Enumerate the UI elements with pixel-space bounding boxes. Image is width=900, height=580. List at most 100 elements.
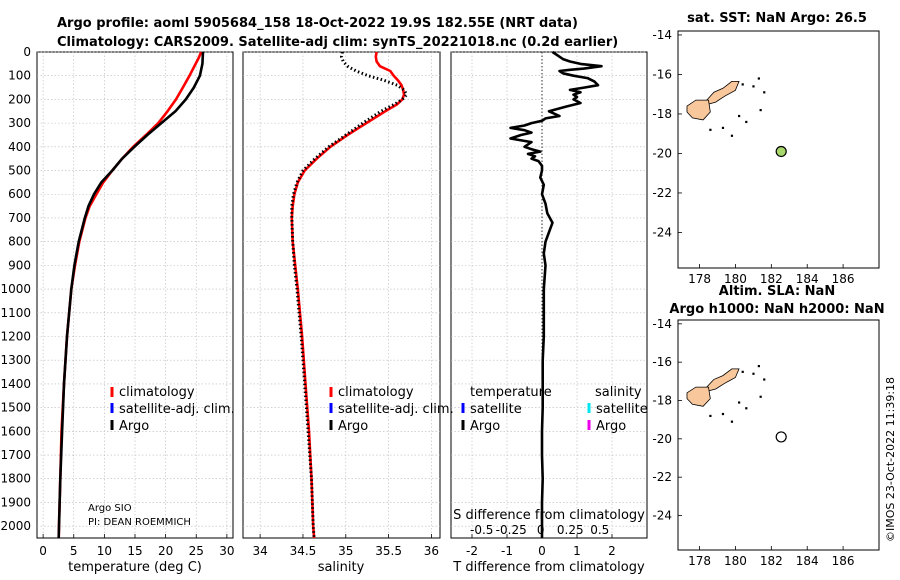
map2-frame: [677, 319, 880, 551]
legend-t-argo-label: Argo: [470, 419, 500, 434]
imos-credit: ©IMOS 23-Oct-2022 11:39:18: [884, 377, 897, 542]
profile-lines: [57, 50, 603, 539]
legend-s-argo-label: Argo: [596, 419, 626, 434]
islet: [741, 83, 744, 86]
temperature-xlabel: temperature (deg C): [68, 560, 202, 575]
depth-tick-label: 900: [8, 258, 31, 272]
pi-line2: PI: DEAN ROEMMICH: [88, 517, 191, 528]
map2-title: Altim. SLA: NaN: [719, 284, 835, 299]
x-tick-label: 15: [127, 544, 142, 558]
map-lon-label: 186: [832, 554, 855, 568]
depth-tick-label: 1400: [0, 377, 31, 391]
land-island2: [686, 99, 711, 121]
map1-content: 178 180 182 184 186 -14 -16 -18 -20 -22 -24: [652, 28, 854, 286]
pi-line1: Argo SIO: [88, 503, 132, 514]
islet: [709, 128, 712, 131]
depth-tick-label: 1100: [0, 306, 31, 320]
depth-tick-label: 1300: [0, 353, 31, 367]
x-tick-label: 1: [573, 544, 581, 558]
depth-tick-label: 1900: [0, 495, 31, 509]
map-lon-label: 178: [688, 272, 711, 286]
x-tick-label: 0: [39, 544, 47, 558]
land-island2: [686, 386, 711, 407]
x-tick-label: 35: [338, 544, 353, 558]
depth-tick-label: 1000: [0, 282, 31, 296]
map-lon-label: 184: [796, 272, 819, 286]
x-tick-label: 34.5: [290, 544, 317, 558]
map-lon-label: 184: [796, 554, 819, 568]
legend-satellite-label: satellite-adj. clim.: [338, 402, 454, 417]
legend-temperature-heading: temperature: [470, 385, 552, 400]
legend-salinity-heading: salinity: [595, 385, 642, 400]
argo-float-marker: [775, 431, 787, 443]
s-diff-tick-label: 0.25: [557, 523, 584, 537]
map-lat-label: -20: [652, 432, 672, 446]
islet: [721, 412, 725, 416]
depth-tick-label: 0: [23, 45, 31, 59]
map2-content: 178 180 182 184 186 -14 -16 -18 -20 -22 -24: [652, 317, 854, 568]
legend-t-satellite-label: satellite: [470, 402, 522, 417]
islet: [752, 85, 755, 88]
map-lat-label: -18: [652, 394, 672, 408]
x-tick-label: 30: [219, 544, 234, 558]
x-tick-label: 35.5: [375, 544, 402, 558]
legend-argo-label: Argo: [119, 419, 149, 434]
figure-title-line2: Climatology: CARS2009. Satellite-adj cli…: [57, 35, 618, 50]
islet: [730, 134, 734, 137]
x-tick-label: -1: [501, 544, 513, 558]
islet: [745, 407, 748, 410]
islet: [738, 401, 741, 404]
map-lon-label: 182: [760, 554, 783, 568]
islet: [745, 120, 748, 124]
map-lat-label: -16: [652, 67, 672, 81]
depth-tick-label: 600: [8, 187, 31, 201]
islet: [759, 395, 762, 398]
map-lon-label: 186: [832, 272, 855, 286]
islet: [721, 126, 725, 129]
legend-climatology-label: climatology: [338, 385, 414, 400]
map-lon-label: 178: [688, 554, 711, 568]
depth-tick-label: 800: [8, 235, 31, 249]
x-tick-label: -2: [466, 544, 478, 558]
argo-line-panel1: [290, 51, 409, 539]
depth-tick-label: 200: [8, 92, 31, 106]
salinity-xlabel: salinity: [318, 560, 365, 575]
map-lat-label: -20: [652, 146, 672, 160]
map-lat-label: -24: [652, 225, 672, 239]
map-lon-label: 182: [760, 272, 783, 286]
islet: [757, 365, 760, 368]
depth-tick-label: 100: [8, 69, 31, 83]
land-island1: [706, 368, 740, 392]
map-lat-label: -14: [652, 28, 672, 42]
depth-tick-label: 300: [8, 116, 31, 130]
depth-tick-label: 500: [8, 164, 31, 178]
depth-tick-label: 700: [8, 211, 31, 225]
climatology-line-panel0: [57, 51, 203, 539]
map-lon-label: 180: [724, 272, 747, 286]
figure-title-line1: Argo profile: aoml 5905684_158 18-Oct-20…: [57, 16, 578, 31]
islet: [741, 370, 744, 373]
salinity-panel-frame: [242, 51, 441, 539]
legend-s-satellite-label: satellite: [596, 402, 648, 417]
argo-line-panel0: [57, 51, 205, 539]
depth-tick-label: 400: [8, 140, 31, 154]
map-lat-label: -16: [652, 355, 672, 369]
land-island1: [706, 81, 740, 105]
difference-xlabel: T difference from climatology: [452, 560, 645, 575]
map-lat-label: -24: [652, 509, 672, 523]
panel-gridlines: [37, 51, 647, 538]
panel-tick-labels: 0 5 10 15 20 25 30 34 34.5 35 35.5 36 -2 -1 0 1 20100200…: [0, 45, 615, 558]
salinity-legend: climatology satellite-adj. clim. Argo: [329, 385, 454, 434]
depth-tick-label: 1500: [0, 401, 31, 415]
difference-top-xlabel: S difference from climatology: [453, 508, 645, 523]
s-diff-tick-label: -0.5: [470, 523, 493, 537]
map-lat-label: -14: [652, 317, 672, 331]
map-lat-label: -18: [652, 107, 672, 121]
map2-subtitle: Argo h1000: NaN h2000: NaN: [669, 302, 884, 317]
map-lat-label: -22: [652, 186, 672, 200]
x-tick-label: 0: [538, 544, 546, 558]
islet: [752, 372, 755, 375]
difference-panel-frame: [450, 51, 648, 539]
islet: [738, 114, 741, 118]
temperature-legend: climatology satellite-adj. clim. Argo: [110, 385, 235, 434]
